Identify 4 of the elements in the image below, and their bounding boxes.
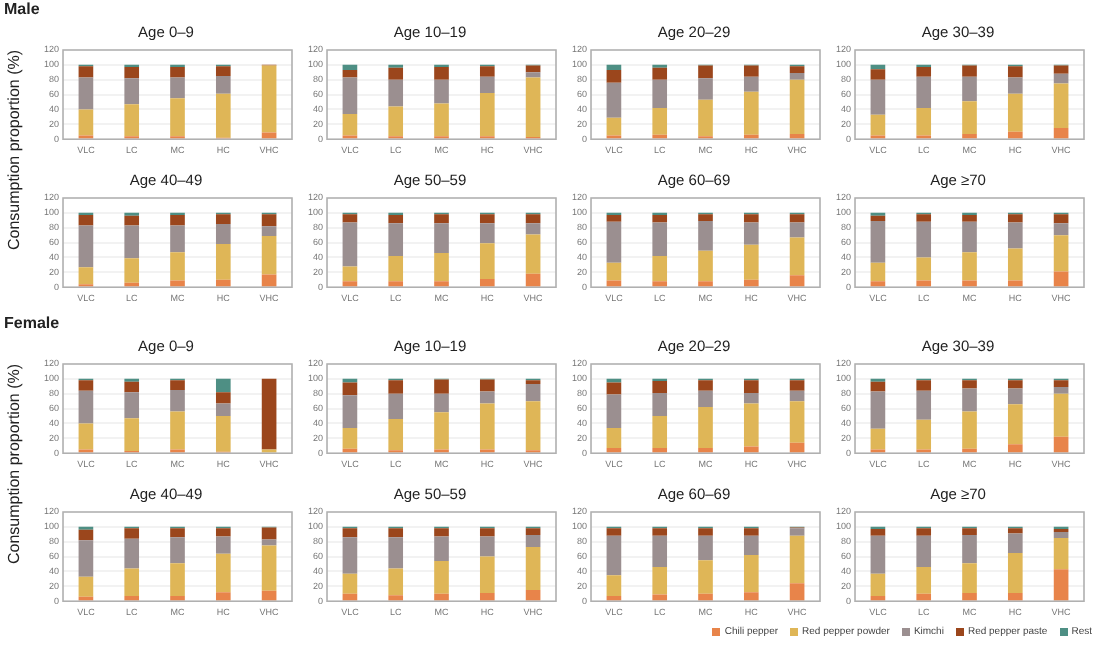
y-axis-title: Consumption proportion (%) xyxy=(5,49,23,251)
text: Male xyxy=(4,0,40,18)
y-axis-title: Consumption proportion (%) xyxy=(5,363,23,565)
text: Female xyxy=(4,314,60,332)
